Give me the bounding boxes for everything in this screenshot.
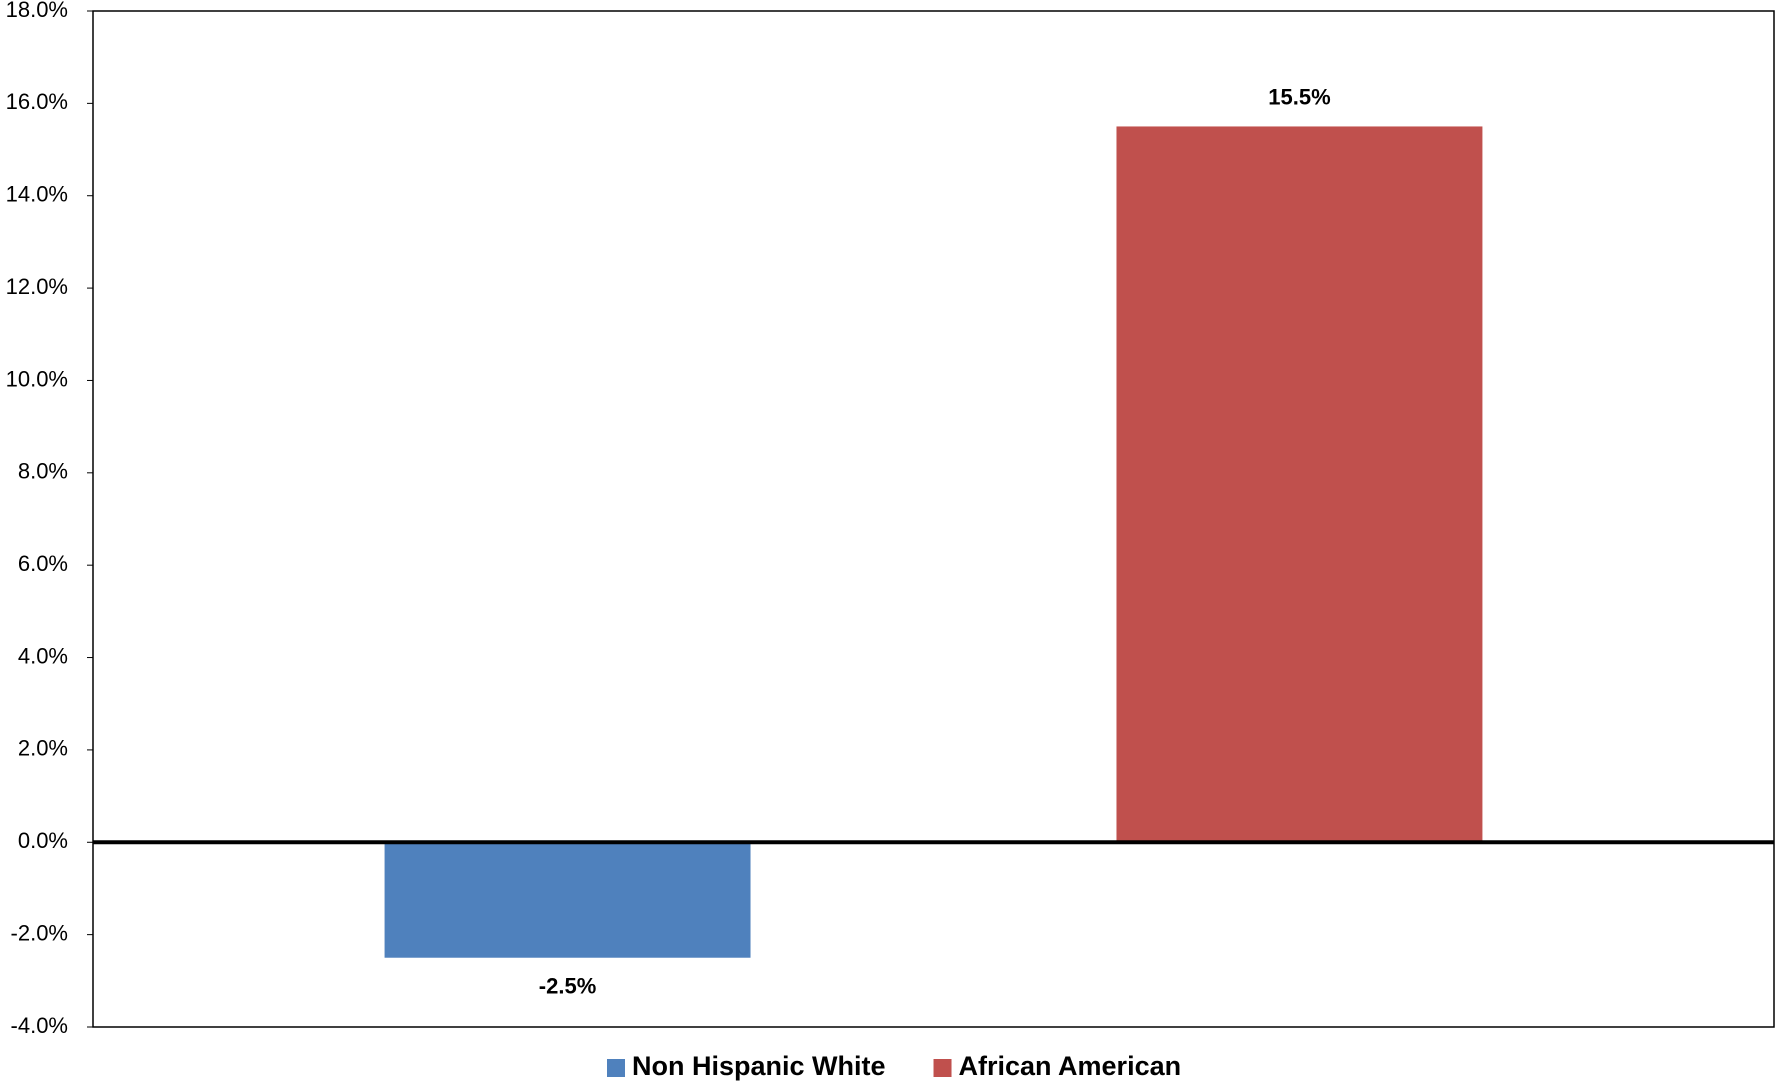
bar — [384, 842, 751, 958]
legend-label: African American — [959, 1051, 1182, 1081]
y-tick-label: 12.0% — [6, 274, 68, 299]
bar — [1116, 126, 1483, 843]
y-tick-label: 18.0% — [6, 0, 68, 22]
y-tick-label: 0.0% — [18, 828, 68, 853]
plot-frame — [92, 10, 1775, 1028]
value-label: 15.5% — [1268, 84, 1330, 109]
y-tick-label: 16.0% — [6, 89, 68, 114]
y-tick-label: 14.0% — [6, 182, 68, 207]
legend-swatch — [933, 1059, 952, 1077]
y-tick-label: 10.0% — [6, 366, 68, 391]
y-tick-label: 8.0% — [18, 459, 68, 484]
y-tick-label: 6.0% — [18, 551, 68, 576]
y-tick-label: -2.0% — [11, 920, 68, 945]
y-tick-label: -4.0% — [11, 1013, 68, 1038]
value-label: -2.5% — [539, 974, 596, 999]
legend-label: Non Hispanic White — [632, 1051, 886, 1081]
y-tick-label: 2.0% — [18, 736, 68, 761]
y-tick-label: 4.0% — [18, 643, 68, 668]
legend-swatch — [607, 1059, 625, 1077]
